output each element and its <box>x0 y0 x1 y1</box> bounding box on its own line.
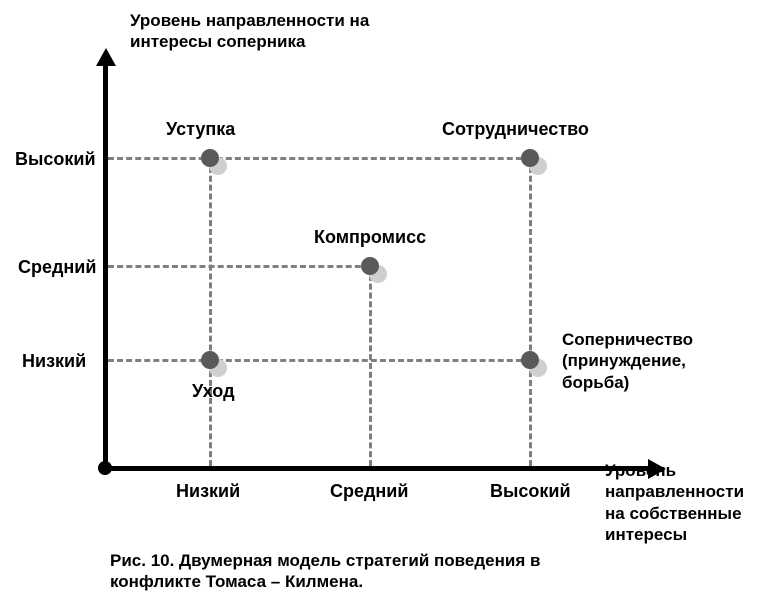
y-axis-title: Уровень направленности на интересы сопер… <box>130 10 390 53</box>
label-competition: Соперничество (принуждение, борьба) <box>562 329 752 393</box>
point-compromise <box>361 257 379 275</box>
xtick-mid-text: Средний <box>330 481 408 501</box>
ytick-low: Низкий <box>22 350 86 373</box>
chart-canvas: Уровень направленности на интересы сопер… <box>0 0 761 602</box>
ytick-mid-text: Средний <box>18 257 96 277</box>
point-competition <box>521 351 539 369</box>
xtick-high-text: Высокий <box>490 481 571 501</box>
point-cooperation <box>521 149 539 167</box>
vline-high <box>529 158 532 466</box>
xtick-high: Высокий <box>490 480 571 503</box>
point-avoid <box>201 351 219 369</box>
y-axis-title-text: Уровень направленности на интересы сопер… <box>130 11 369 51</box>
label-concession: Уступка <box>166 118 235 141</box>
xtick-mid: Средний <box>330 480 408 503</box>
label-avoid: Уход <box>192 380 235 403</box>
x-axis-title: Уровень направленности на собственные ин… <box>605 460 761 545</box>
label-cooperation: Сотрудничество <box>442 118 589 141</box>
xtick-low: Низкий <box>176 480 240 503</box>
vline-mid <box>369 266 372 466</box>
point-concession <box>201 149 219 167</box>
label-compromise-text: Компромисс <box>314 227 426 247</box>
x-axis <box>105 466 650 471</box>
label-competition-text: Соперничество (принуждение, борьба) <box>562 330 693 392</box>
y-axis-arrow <box>96 48 116 66</box>
label-concession-text: Уступка <box>166 119 235 139</box>
x-axis-title-text: Уровень направленности на собственные ин… <box>605 461 744 544</box>
hline-low <box>108 359 540 362</box>
caption: Рис. 10. Двумерная модель стратегий пове… <box>110 550 630 593</box>
label-avoid-text: Уход <box>192 381 235 401</box>
vline-low <box>209 158 212 466</box>
caption-text: Рис. 10. Двумерная модель стратегий пове… <box>110 551 540 591</box>
ytick-low-text: Низкий <box>22 351 86 371</box>
ytick-high: Высокий <box>15 148 96 171</box>
label-cooperation-text: Сотрудничество <box>442 119 589 139</box>
label-compromise: Компромисс <box>314 226 426 249</box>
xtick-low-text: Низкий <box>176 481 240 501</box>
ytick-high-text: Высокий <box>15 149 96 169</box>
hline-high <box>108 157 540 160</box>
ytick-mid: Средний <box>18 256 96 279</box>
hline-mid <box>108 265 370 268</box>
